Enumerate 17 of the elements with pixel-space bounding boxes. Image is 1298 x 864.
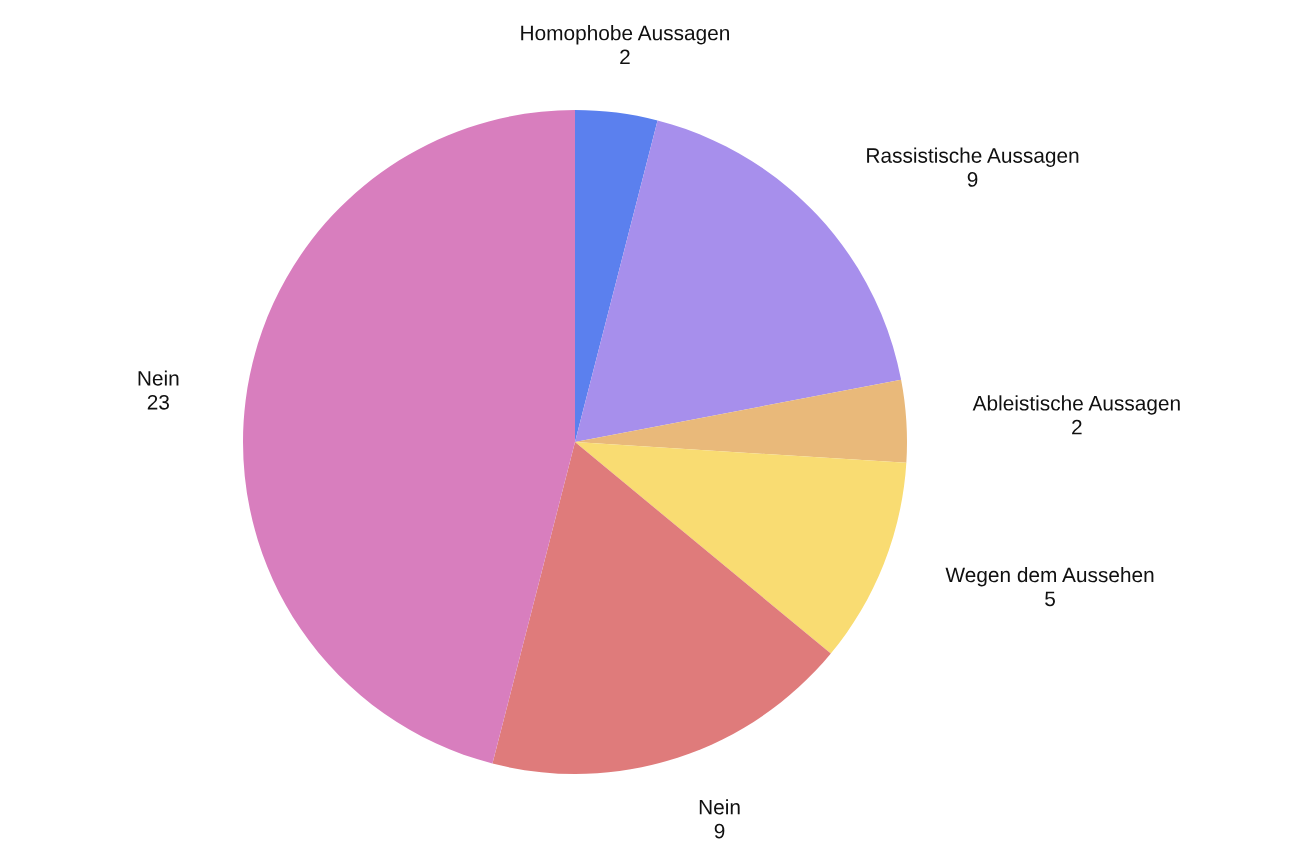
pie-slice (575, 110, 658, 442)
slice-label: Ableistische Aussagen (972, 395, 1180, 415)
slice-label: Wegen dem Aussehen (945, 566, 1154, 587)
pie-slice (492, 442, 831, 774)
data-label: 2 (1072, 419, 1082, 435)
pie-slice (575, 379, 907, 463)
data-label: 9 (967, 172, 978, 187)
data-label: 5 (1045, 591, 1055, 607)
slice-label: Homophobe Aussagen (521, 25, 729, 45)
data-label: 9 (714, 823, 725, 839)
slice-label: Nein (699, 799, 740, 815)
slice-label: Rassistische Aussagen (867, 147, 1079, 168)
pie-slice (575, 442, 907, 654)
data-label: 2 (620, 49, 630, 65)
slice-label: Nein (138, 370, 179, 386)
data-label: 23 (147, 394, 169, 410)
pie-slice (243, 110, 575, 764)
